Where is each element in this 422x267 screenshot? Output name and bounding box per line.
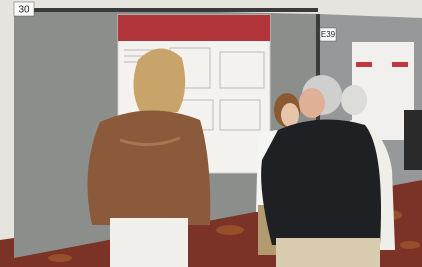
poster-right-accent	[392, 62, 408, 67]
person-pants	[276, 238, 380, 267]
board-frame	[14, 8, 318, 12]
person-face	[299, 88, 325, 118]
poster-header	[118, 15, 270, 41]
person	[404, 110, 422, 170]
sign-text: E39	[321, 30, 336, 39]
person-pants	[110, 218, 188, 267]
page: 30 E39 (() => { const data = JSON.parse(…	[0, 0, 422, 267]
poster-right-accent	[356, 62, 372, 67]
person-jacket	[88, 110, 211, 225]
person-face	[281, 103, 299, 127]
sign-text: 30	[18, 5, 30, 16]
person-hair	[341, 85, 367, 115]
person-hair	[133, 48, 185, 112]
person-jacket	[261, 120, 381, 245]
photo: 30 E39	[0, 0, 422, 267]
